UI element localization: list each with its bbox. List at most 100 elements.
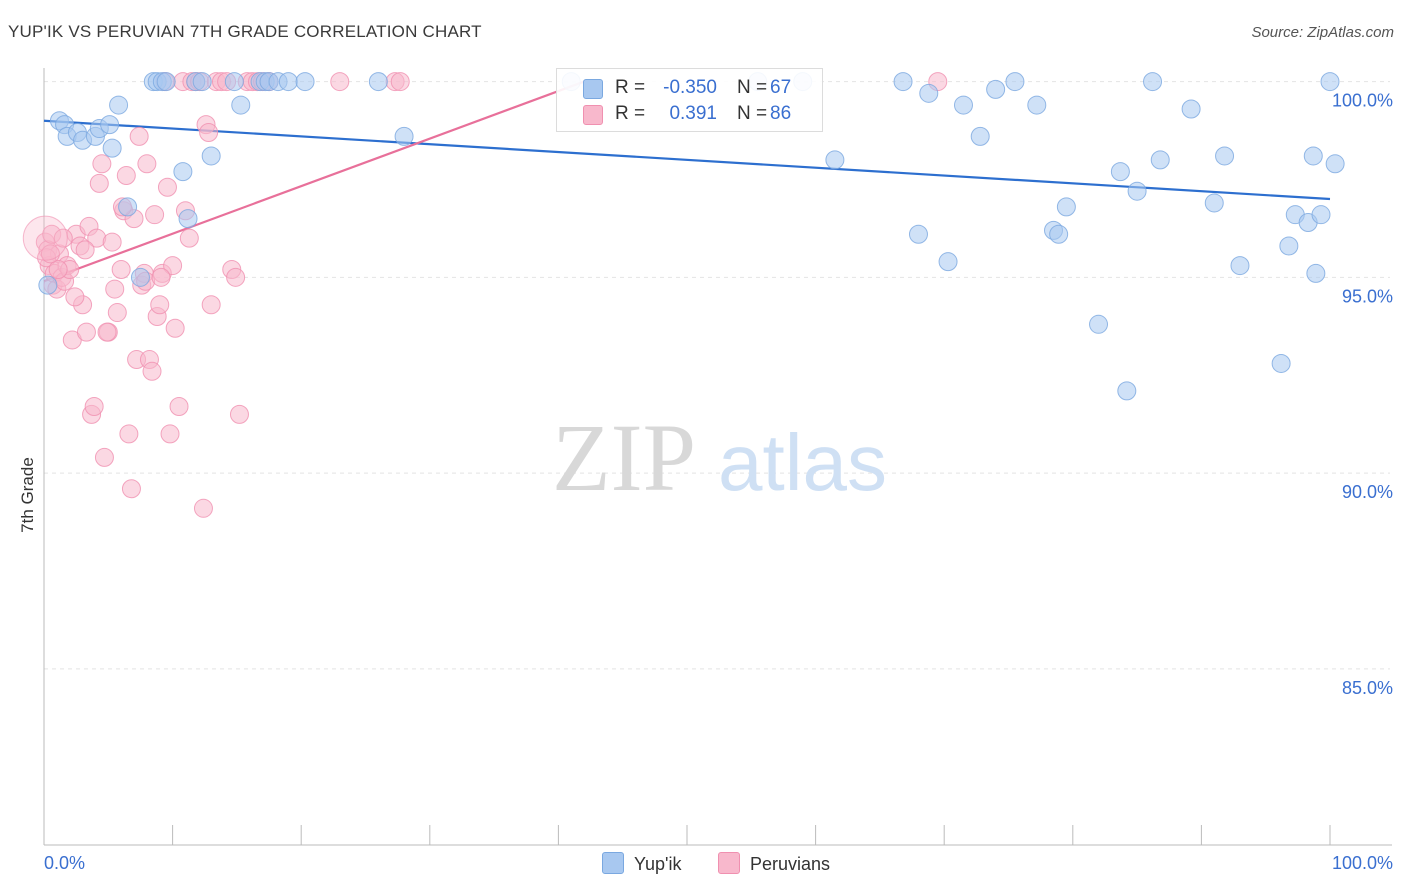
yupik-point xyxy=(278,72,298,92)
peruvian-point xyxy=(199,122,219,142)
yupik-point xyxy=(130,267,150,287)
r-label: R = xyxy=(615,103,646,124)
yupik-point xyxy=(1143,72,1163,92)
yupik-point xyxy=(1279,236,1299,256)
yupik-point xyxy=(295,72,315,92)
n-value: 86 xyxy=(770,103,792,124)
legend-label: Yup'ik xyxy=(634,854,682,874)
yupik-point xyxy=(1325,154,1345,174)
yupik-point xyxy=(1127,181,1147,201)
axes xyxy=(43,68,1392,846)
n-label: N = xyxy=(737,103,768,124)
peruvian-point xyxy=(179,228,199,248)
peruvian-point xyxy=(119,424,139,444)
watermark-atlas: atlas xyxy=(718,418,887,507)
yupik-point xyxy=(109,95,129,115)
r-value: -0.350 xyxy=(663,77,717,98)
peruvian-point xyxy=(163,256,183,276)
yupik-point xyxy=(919,83,939,103)
data-points xyxy=(22,72,1345,518)
yupik-point xyxy=(1320,72,1340,92)
peruvian-point xyxy=(111,259,131,279)
y-axis-label: 7th Grade xyxy=(18,457,37,533)
peruvian-point xyxy=(53,228,73,248)
peruvian-point xyxy=(157,177,177,197)
r-label: R = xyxy=(615,77,646,98)
peruvian-point xyxy=(129,126,149,146)
yupik-point xyxy=(1005,72,1025,92)
n-label: N = xyxy=(737,77,768,98)
yupik-point xyxy=(1181,99,1201,119)
peruvian-point xyxy=(201,295,221,315)
yupik-point xyxy=(1215,146,1235,166)
yupik-point xyxy=(938,252,958,272)
x-tick-label: 0.0% xyxy=(44,853,85,873)
peruvian-point xyxy=(229,404,249,424)
peruvian-point xyxy=(89,173,109,193)
yupik-point xyxy=(100,115,120,135)
yupik-point xyxy=(953,95,973,115)
peruvian-point xyxy=(84,397,104,417)
yupik-point xyxy=(1110,162,1130,182)
legend-label: Peruvians xyxy=(750,854,831,874)
yupik-point xyxy=(102,138,122,158)
yupik-point xyxy=(118,197,138,217)
yupik-point xyxy=(394,126,414,146)
yupik-point xyxy=(178,209,198,229)
yupik-point xyxy=(224,72,244,92)
yupik-point xyxy=(1271,353,1291,373)
peruvian-point xyxy=(92,154,112,174)
yupik-point xyxy=(1230,256,1250,276)
yupik-point xyxy=(970,126,990,146)
yupik-point xyxy=(1089,314,1109,334)
peruvian-point xyxy=(142,361,162,381)
n-value: 67 xyxy=(770,77,792,98)
trend-lines xyxy=(43,80,1331,283)
watermark-zip: ZIP xyxy=(552,404,696,511)
peruvian-point xyxy=(75,240,95,260)
yupik-trend-line xyxy=(43,119,1331,201)
correlation-legend: R = -0.350 N = 67 R = 0.391 N = 86 xyxy=(556,68,823,132)
legend-item-peruvians[interactable]: Peruvians xyxy=(718,852,830,876)
peruvian-point xyxy=(193,498,213,518)
x-tick-label: 100.0% xyxy=(1332,853,1393,873)
peruvian-point xyxy=(390,72,410,92)
peruvians-legend-swatch xyxy=(718,852,740,874)
yupik-point xyxy=(893,72,913,92)
yupik-point xyxy=(908,224,928,244)
peruvian-point xyxy=(102,232,122,252)
r-value: 0.391 xyxy=(669,103,717,124)
peruvian-point xyxy=(330,72,350,92)
peruvian-point xyxy=(94,447,114,467)
yupik-point xyxy=(156,72,176,92)
peruvians-swatch xyxy=(583,105,603,125)
tick-labels: 85.0% 90.0% 95.0% 100.0% 0.0% 100.0% xyxy=(44,91,1393,873)
yupik-point xyxy=(1311,205,1331,225)
yupik-point xyxy=(368,72,388,92)
yupik-point xyxy=(825,150,845,170)
yupik-point xyxy=(201,146,221,166)
peruvian-point xyxy=(121,479,141,499)
peruvian-point xyxy=(105,279,125,299)
legend-row-yupik: R = -0.350 N = 67 xyxy=(557,75,822,101)
chart-source: Source: ZipAtlas.com xyxy=(1251,24,1394,41)
peruvian-point xyxy=(169,397,189,417)
peruvian-point xyxy=(226,267,246,287)
yupik-point xyxy=(1049,224,1069,244)
peruvian-point xyxy=(65,287,85,307)
peruvian-point xyxy=(150,295,170,315)
yupik-point xyxy=(1056,197,1076,217)
peruvian-point xyxy=(145,205,165,225)
peruvian-point xyxy=(22,215,68,261)
chart-title: YUP'IK VS PERUVIAN 7TH GRADE CORRELATION… xyxy=(8,22,482,41)
legend-item-yupik[interactable]: Yup'ik xyxy=(602,852,681,876)
yupik-point xyxy=(173,162,193,182)
yupik-legend-swatch xyxy=(602,852,624,874)
peruvian-point xyxy=(48,259,68,279)
yupik-swatch xyxy=(583,79,603,99)
y-tick-label: 100.0% xyxy=(1332,91,1393,111)
peruvian-point xyxy=(137,154,157,174)
yupik-point xyxy=(986,79,1006,99)
peruvian-trend-line xyxy=(43,80,585,283)
